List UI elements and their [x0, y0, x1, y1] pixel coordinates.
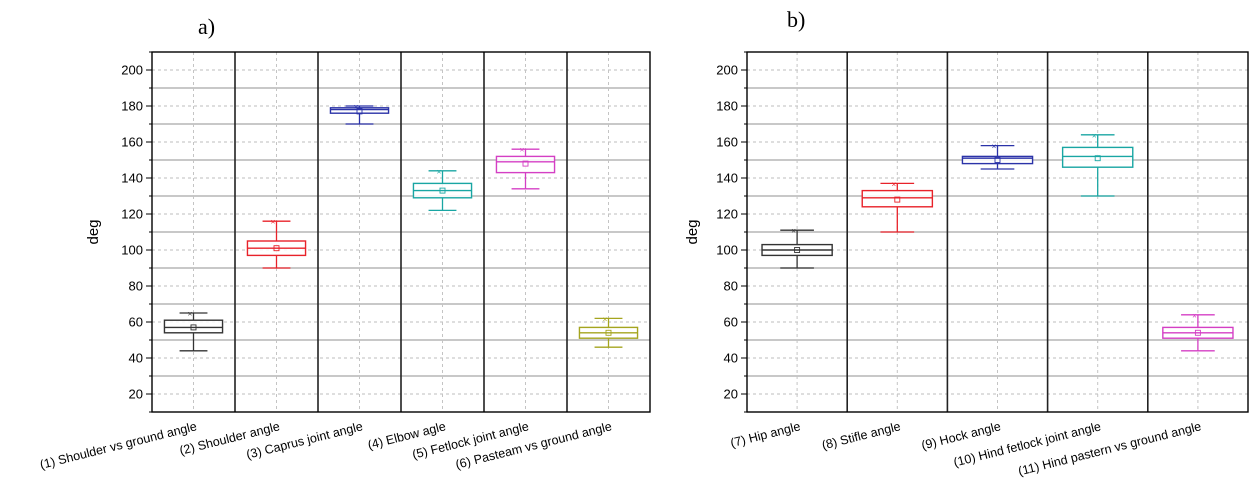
box-iqr: [163, 319, 224, 334]
box-2: ×: [246, 218, 307, 269]
mean-marker: [356, 108, 363, 115]
y-tick-label: 40: [724, 351, 738, 366]
y-tick-label: 160: [121, 135, 143, 150]
box-2: ×: [861, 180, 934, 233]
box-1: ×: [163, 310, 224, 352]
outlier-marker: ×: [271, 218, 276, 227]
outlier-marker: ×: [891, 180, 896, 189]
mean-marker: [522, 160, 529, 167]
panel-b: 20 40 60 80 100 120 140 160 180 200 deg b) × × × × × (7) …: [684, 7, 1249, 478]
mean-marker: [273, 245, 280, 252]
y-tick-label: 140: [121, 171, 143, 186]
box-4: ×: [1061, 131, 1134, 197]
y-tick-label: 100: [716, 243, 738, 258]
y-axis-title: deg: [684, 219, 701, 244]
mean-marker: [1194, 329, 1201, 336]
y-tick-label: 40: [129, 351, 143, 366]
category-label: (7) Hip angle: [729, 419, 802, 450]
mean-marker: [190, 324, 197, 331]
box-1: ×: [761, 227, 833, 269]
box-iqr: [329, 107, 390, 114]
box-iqr: [495, 155, 556, 174]
y-tick-label: 120: [716, 207, 738, 222]
y-tick-label: 120: [121, 207, 143, 222]
category-label: (8) Stifle angle: [820, 419, 902, 452]
outlier-marker: ×: [992, 142, 997, 151]
outlier-marker: ×: [188, 310, 193, 319]
mean-marker: [439, 187, 446, 194]
box-5: ×: [495, 146, 556, 190]
outlier-marker: ×: [354, 103, 359, 112]
y-tick-label: 180: [121, 99, 143, 114]
y-tick-label: 80: [724, 279, 738, 294]
box-5: ×: [1162, 311, 1234, 352]
y-tick-label: 60: [129, 315, 143, 330]
y-tick-label: 80: [129, 279, 143, 294]
y-tick-label: 100: [121, 243, 143, 258]
panel-a: 20 40 60 80 100 120 140 160 180 200 deg a) × × × × × × (1)…: [38, 14, 651, 472]
box-6: ×: [578, 315, 639, 348]
box-4: ×: [412, 167, 473, 212]
box-iqr: [1061, 146, 1134, 168]
outlier-marker: ×: [603, 315, 608, 324]
outlier-marker: ×: [1192, 311, 1197, 320]
box-iqr: [861, 189, 934, 208]
outlier-marker: ×: [520, 146, 525, 155]
y-tick-label: 140: [716, 171, 738, 186]
outlier-marker: ×: [1092, 131, 1097, 140]
box-iqr: [961, 155, 1034, 165]
y-tick-label: 180: [716, 99, 738, 114]
mean-marker: [794, 247, 801, 253]
y-tick-label: 20: [129, 387, 143, 402]
outlier-marker: ×: [791, 227, 796, 236]
panel-label: a): [198, 14, 215, 39]
mean-marker: [894, 196, 901, 203]
mean-marker: [1094, 155, 1101, 162]
panel-label: b): [787, 7, 805, 32]
y-tick-label: 160: [716, 135, 738, 150]
y-tick-label: 20: [724, 387, 738, 402]
box-3: ×: [329, 103, 390, 125]
y-tick-label: 60: [724, 315, 738, 330]
y-tick-label: 200: [121, 63, 143, 78]
outlier-marker: ×: [437, 167, 442, 176]
mean-marker: [994, 157, 1001, 163]
y-axis-title: deg: [85, 219, 102, 244]
y-tick-label: 200: [716, 63, 738, 78]
box-3: ×: [961, 142, 1034, 170]
category-label: (1) Shoulder vs ground angle: [38, 419, 198, 472]
mean-marker: [605, 329, 612, 336]
category-label: (11) Hind pastern vs ground angle: [1017, 419, 1203, 478]
